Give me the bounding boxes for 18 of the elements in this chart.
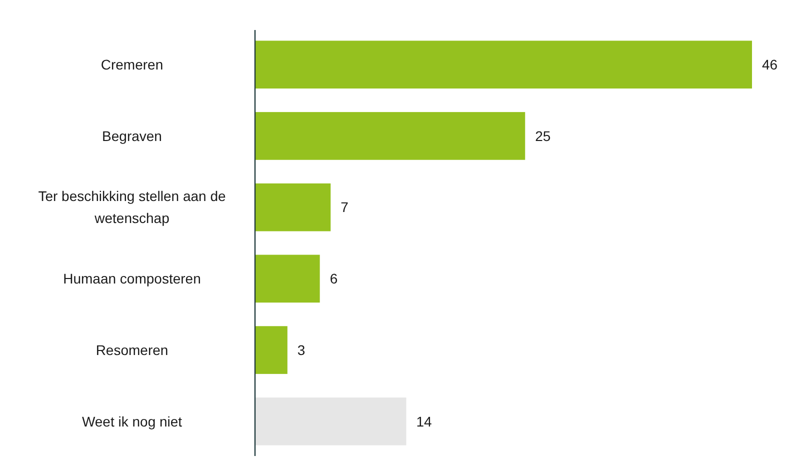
y-tick-label: Ter beschikking stellen aan de wetenschap <box>38 188 226 226</box>
y-tick-label: Resomeren <box>96 342 168 358</box>
bar <box>255 254 320 303</box>
bar <box>255 326 288 374</box>
bar <box>255 112 526 160</box>
bar <box>255 40 752 89</box>
data-label: 46 <box>762 56 778 73</box>
data-label: 6 <box>330 270 338 287</box>
y-tick-label: Begraven <box>102 128 162 144</box>
bar <box>255 183 331 232</box>
data-label: 3 <box>297 342 306 358</box>
data-label: 7 <box>340 199 349 216</box>
y-tick-label: Humaan composteren <box>63 270 201 287</box>
y-tick-label: Cremeren <box>100 56 164 73</box>
data-label: 25 <box>535 128 551 144</box>
y-tick-label: Weet ik nog niet <box>82 413 182 430</box>
data-label: 14 <box>416 413 432 430</box>
bar <box>255 397 406 446</box>
